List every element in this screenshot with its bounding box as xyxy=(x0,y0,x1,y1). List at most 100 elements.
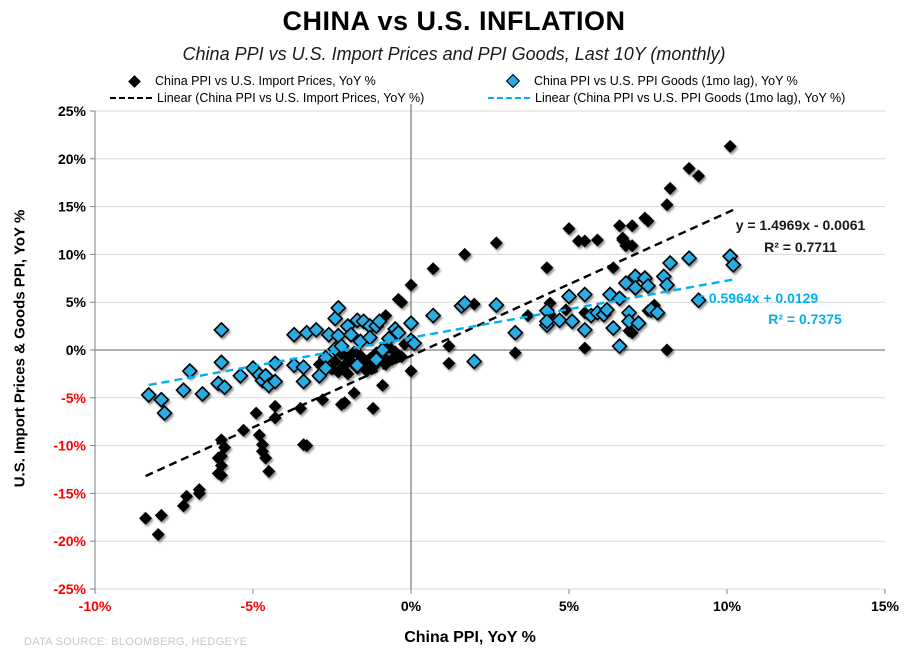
scatter-point xyxy=(467,297,481,311)
scatter-point xyxy=(308,321,325,339)
x-tick-label: 15% xyxy=(871,598,900,614)
y-tick-label: -10% xyxy=(53,438,86,454)
scatter-point xyxy=(576,286,593,303)
scatter-point xyxy=(622,324,636,338)
scatter-point xyxy=(151,528,165,542)
x-tick-label: 0% xyxy=(401,598,422,614)
x-tick-label: 5% xyxy=(559,598,580,614)
scatter-point xyxy=(216,379,233,396)
legend-column-import-prices: China PPI vs U.S. Import Prices, YoY % L… xyxy=(110,73,424,106)
series-ppi-goods xyxy=(140,248,742,422)
x-tick-label: -10% xyxy=(79,598,112,614)
scatter-point xyxy=(442,339,456,353)
scatter-point xyxy=(562,222,576,236)
scatter-point xyxy=(660,198,674,212)
scatter-point xyxy=(249,406,263,420)
scatter-point xyxy=(153,391,170,408)
scatter-point xyxy=(395,350,409,364)
scatter-point xyxy=(331,365,345,379)
scatter-point xyxy=(426,262,440,276)
scatter-point xyxy=(521,309,535,323)
scatter-point xyxy=(255,438,269,452)
y-tick-label: 15% xyxy=(58,199,87,215)
y-tick-label: -25% xyxy=(53,581,86,597)
scatter-point xyxy=(259,451,273,465)
scatter-point xyxy=(538,313,556,330)
scatter-point xyxy=(641,214,655,228)
scatter-point xyxy=(630,315,647,332)
y-tick-label: 0% xyxy=(66,342,87,358)
scatter-point xyxy=(682,161,696,175)
scatter-point xyxy=(338,396,352,410)
scatter-point xyxy=(192,483,206,497)
scatter-point xyxy=(218,441,232,455)
scatter-point xyxy=(194,385,211,403)
legend-item-import-prices-linear: Linear (China PPI vs U.S. Import Prices,… xyxy=(110,90,424,106)
scatter-point xyxy=(625,219,639,233)
scatter-point xyxy=(590,233,604,247)
scatter-point xyxy=(625,239,639,253)
scatter-point xyxy=(285,326,303,343)
scatter-point xyxy=(349,357,366,374)
scatter-point xyxy=(376,378,390,392)
scatter-point xyxy=(213,321,230,339)
y-tick-label: 25% xyxy=(58,103,87,119)
scatter-point xyxy=(232,367,249,384)
scatter-point xyxy=(488,296,505,314)
scatter-point xyxy=(723,139,737,153)
y-tick-label: -20% xyxy=(53,533,86,549)
y-axis-title: U.S. Import Prices & Goods PPI, YoY % xyxy=(11,209,29,488)
legend-item-import-prices: China PPI vs U.S. Import Prices, YoY % xyxy=(110,73,424,89)
black-trendline-r2: R² = 0.7711 xyxy=(764,239,837,255)
x-tick-label: -5% xyxy=(241,598,266,614)
scatter-point xyxy=(489,236,503,250)
scatter-point xyxy=(406,335,423,352)
scatter-point xyxy=(605,319,622,337)
scatter-point xyxy=(578,234,592,248)
blue-trendline-r2: R² = 0.7375 xyxy=(768,311,842,327)
scatter-point xyxy=(442,356,456,370)
legend-label: China PPI vs U.S. Import Prices, YoY % xyxy=(155,74,376,88)
chart-subtitle: China PPI vs U.S. Import Prices and PPI … xyxy=(182,44,726,64)
scatter-point xyxy=(330,299,347,317)
legend-item-ppi-goods-linear: Linear (China PPI vs U.S. PPI Goods (1mo… xyxy=(488,90,845,106)
scatter-point xyxy=(213,354,230,371)
scatter-point xyxy=(404,278,418,292)
scatter-point xyxy=(371,313,388,330)
blue-dashed-line-icon xyxy=(488,97,530,99)
series-import-prices xyxy=(139,139,737,542)
black-dashed-line-icon xyxy=(110,97,152,99)
scatter-point xyxy=(140,386,157,404)
scatter-point xyxy=(268,399,282,413)
scatter-point xyxy=(395,295,409,309)
y-tick-label: 20% xyxy=(58,151,87,167)
scatter-point xyxy=(660,343,674,357)
x-tick-label: 10% xyxy=(713,598,742,614)
scatter-point xyxy=(180,489,194,503)
scatter-point xyxy=(266,373,284,390)
scatter-point xyxy=(560,288,578,305)
scatter-point xyxy=(295,373,312,390)
scatter-point xyxy=(341,367,355,381)
scatter-point xyxy=(576,321,593,339)
scatter-point xyxy=(692,169,706,183)
scatter-point xyxy=(578,341,592,355)
scatter-point xyxy=(374,341,391,359)
scatter-point xyxy=(366,401,380,415)
scatter-point xyxy=(540,261,554,275)
scatter-point xyxy=(598,301,616,318)
scatter-point xyxy=(268,411,282,425)
x-axis-title: China PPI, YoY % xyxy=(404,629,536,646)
data-source-note: DATA SOURCE: BLOOMBERG, HEDGEYE xyxy=(24,636,248,648)
scatter-point xyxy=(458,247,472,261)
chart-title: CHINA vs U.S. INFLATION xyxy=(282,6,626,36)
scatter-point xyxy=(175,382,192,399)
scatter-point xyxy=(639,277,657,295)
scatter-point xyxy=(725,256,742,274)
scatter-point xyxy=(456,295,473,312)
y-tick-label: 10% xyxy=(58,246,87,262)
scatter-point xyxy=(237,423,251,437)
y-tick-label: -15% xyxy=(53,485,86,501)
scatter-point xyxy=(404,364,418,378)
